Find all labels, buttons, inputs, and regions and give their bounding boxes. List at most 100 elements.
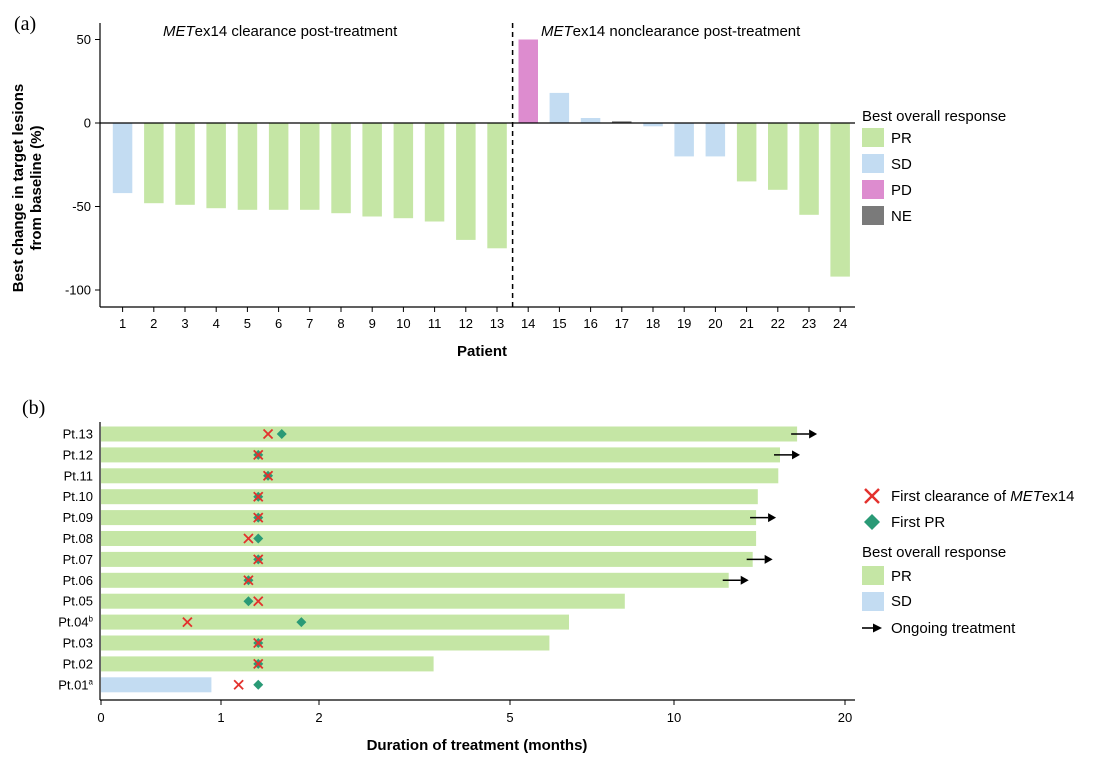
patient-label-text: Pt.12 (63, 447, 93, 462)
legend-a-label-pr: PR (891, 130, 912, 147)
bar-patient-17 (612, 121, 632, 123)
swimmer-x-tick-label: 2 (315, 710, 322, 725)
swimmer-x-tick-label: 5 (506, 710, 513, 725)
bar-group (112, 39, 850, 277)
patient-label-text: Pt.10 (63, 489, 93, 504)
y-axis-title: Best change in target lesions from basel… (10, 84, 45, 292)
diamond-marker-icon (864, 514, 880, 530)
clearance-marker-pt13 (262, 428, 274, 440)
bar-patient-23 (799, 123, 819, 215)
legend-first-pr-item: First PR (864, 514, 945, 531)
legend-first-pr-label: First PR (891, 514, 945, 531)
bar-patient-10 (393, 123, 414, 219)
legend-b-pr-swatch (862, 566, 884, 585)
patient-label-text: Pt.13 (63, 427, 93, 442)
bar-patient-6 (268, 123, 289, 210)
ongoing-arrow-pt12 (774, 450, 801, 460)
swimmer-x-tick-label: 1 (217, 710, 224, 725)
x-tick-label: 17 (615, 316, 629, 331)
swimmer-bar-pt03 (101, 635, 550, 651)
patient-label-text: Pt.09 (63, 510, 93, 525)
first-pr-marker-pt01 (253, 679, 264, 690)
patient-label-pt09: Pt.09 (63, 510, 93, 525)
event-markers (182, 428, 818, 690)
legend-a-swatch-pr (862, 128, 884, 147)
patient-label-pt05: Pt.05 (63, 594, 93, 609)
first-pr-marker-pt08 (253, 533, 264, 544)
legend-a-items: PR SD PD NE (862, 128, 912, 225)
swimmer-bar-pt04 (101, 614, 569, 630)
patient-label-text: Pt.02 (63, 656, 93, 671)
arrow-icon (862, 623, 882, 633)
x-tick-label: 22 (771, 316, 785, 331)
panel-b-label: (b) (22, 397, 45, 419)
x-tick-label: 11 (428, 316, 442, 331)
bar-patient-3 (175, 123, 195, 205)
x-tick-label: 2 (150, 316, 157, 331)
panel-b: (b) Pt.13Pt.12Pt.11Pt.10Pt.09Pt.08Pt.07P… (22, 397, 1074, 754)
legend-clearance-label: First clearance of METex14 (891, 488, 1074, 505)
clearance-marker-pt04 (182, 616, 193, 628)
swimmer-bars (101, 426, 798, 693)
x-tick-label: 1 (119, 316, 126, 331)
first-pr-marker-pt04 (296, 617, 307, 628)
ongoing-arrow-pt06 (722, 575, 749, 585)
x-tick-label: 20 (708, 316, 722, 331)
nonclearance-annotation-italic: MET (541, 23, 575, 40)
clearance-marker-pt11 (262, 470, 274, 481)
swimmer-bar-pt10 (101, 489, 758, 505)
clearance-marker-pt06 (243, 575, 254, 586)
bar-patient-21 (736, 123, 757, 182)
legend-clearance-post: ex14 (1042, 488, 1075, 505)
y-tick-label: -50 (72, 199, 91, 214)
x-ticks: 1 2 3 4 5 6 7 8 9 10 11 12 13 14 15 16 17 18 19 20 21 22 23 24 (119, 307, 847, 331)
clearance-marker-pt01 (233, 679, 244, 690)
patient-label-pt13: Pt.13 (63, 427, 93, 442)
x-tick-label: 14 (521, 316, 535, 331)
nonclearance-annotation: METex14 nonclearance post-treatment (541, 23, 801, 40)
swimmer-bar-pt08 (101, 531, 757, 546)
clearance-marker-pt09 (253, 512, 264, 523)
bar-patient-18 (643, 123, 663, 127)
patient-label-pt02: Pt.02 (63, 656, 93, 671)
bar-patient-22 (768, 123, 788, 190)
patient-label-pt11: Pt.11 (64, 468, 93, 483)
patient-label-text: Pt.05 (63, 594, 93, 609)
bar-patient-20 (705, 123, 726, 157)
x-marker-icon (864, 488, 880, 504)
legend-a-label-sd: SD (891, 156, 912, 173)
panel-a-label: (a) (14, 13, 36, 35)
swimmer-x-ticks: 0 1 2 5 10 20 (97, 700, 852, 725)
clearance-marker-pt08 (243, 533, 254, 544)
y-axis-title-line1: Best change in target lesions (10, 84, 27, 292)
y-ticks: 50 0 -50 -100 (65, 32, 100, 298)
legend-b-sd-label: SD (891, 593, 912, 610)
patient-label-text: Pt.03 (63, 636, 93, 651)
swimmer-bar-pt06 (101, 572, 729, 588)
patient-label-superscript: b (89, 615, 94, 624)
clearance-marker-pt12 (253, 449, 264, 461)
legend-a-swatch-pd (862, 180, 884, 199)
patient-label-pt03: Pt.03 (63, 636, 93, 651)
x-tick-label: 19 (677, 316, 691, 331)
patient-label-pt06: Pt.06 (63, 573, 93, 588)
y-tick-label: -100 (65, 283, 91, 298)
bar-patient-5 (237, 123, 258, 210)
clearance-marker-pt05 (253, 596, 264, 607)
first-pr-marker-pt13 (276, 429, 287, 439)
swimmer-x-axis-title: Duration of treatment (months) (367, 737, 588, 754)
x-tick-label: 16 (583, 316, 597, 331)
first-pr-marker-pt05 (243, 596, 254, 607)
patient-label-pt04: Pt.04b (58, 615, 93, 630)
swimmer-x-tick-label: 0 (97, 710, 104, 725)
clearance-annotation-rest: ex14 clearance post-treatment (195, 23, 398, 40)
bar-patient-14 (518, 39, 538, 123)
legend-clearance-pre: First clearance of (891, 488, 1010, 505)
bar-patient-12 (456, 123, 476, 240)
patient-label-text: Pt.11 (64, 468, 93, 483)
legend-clearance-italic: MET (1010, 488, 1044, 505)
patient-label-pt01: Pt.01a (58, 677, 93, 692)
y-tick-label: 0 (84, 116, 91, 131)
nonclearance-annotation-rest: ex14 nonclearance post-treatment (573, 23, 801, 40)
